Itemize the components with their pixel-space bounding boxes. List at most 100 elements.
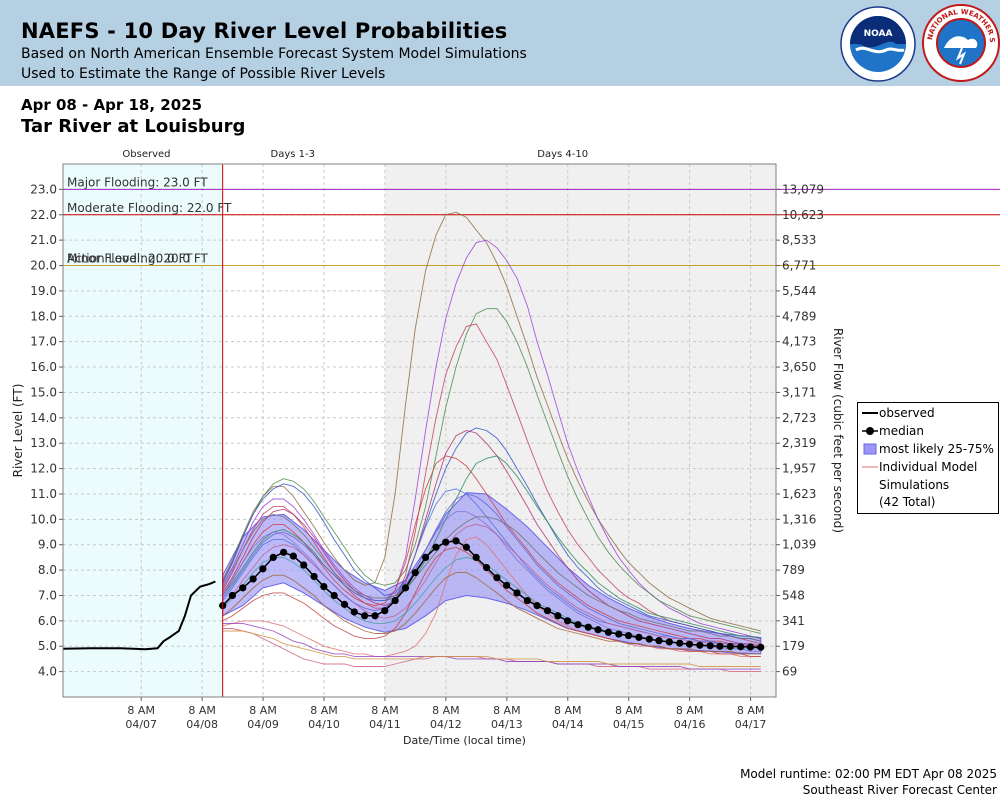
x-tick-date: 04/12	[430, 718, 462, 731]
y-tick-label: 14.0	[30, 411, 57, 425]
median-point	[421, 553, 430, 562]
x-tick-time: 8 AM	[493, 704, 521, 717]
x-tick-date: 04/16	[674, 718, 706, 731]
y-tick-label: 7.0	[38, 588, 57, 602]
median-point	[381, 607, 389, 615]
flood-thresholds: Major Flooding: 23.0 FT Moderate Flooding…	[63, 175, 1000, 267]
threshold-label-flood: Minor Flooding: 20.0 FT	[67, 252, 209, 266]
median-point	[310, 572, 318, 581]
model-runtime: Model runtime: 02:00 PM EDT Apr 08 2025	[740, 767, 997, 781]
period-label: Days 4-10	[537, 149, 588, 160]
median-point	[482, 563, 491, 572]
chart-labels: 4.0 5.0 6.0 7.0 8.0 9.0 10.0 11.0 12.0 13.0 14.0 15…	[11, 149, 845, 747]
x-tick-time: 8 AM	[554, 704, 582, 717]
y2-tick-label: 1,957	[782, 462, 816, 476]
threshold-label-major: Major Flooding: 23.0 FT	[67, 175, 208, 189]
median-point	[594, 626, 602, 634]
median-point	[320, 582, 328, 591]
median-point	[635, 633, 643, 641]
y2-axis-title: River Flow (cubic feet per second)	[831, 328, 845, 533]
model-simulation-line	[222, 308, 761, 634]
median-point	[371, 612, 379, 620]
forecast-center: Southeast River Forecast Center	[802, 783, 997, 797]
median-point	[523, 596, 531, 605]
y2-tick-label: 6,771	[782, 259, 816, 273]
median-point	[543, 607, 552, 615]
chart-grid	[63, 164, 776, 697]
median-point	[716, 642, 724, 650]
median-point	[442, 538, 450, 546]
x-tick-time: 8 AM	[737, 704, 765, 717]
median-point	[655, 637, 663, 645]
header-banner: NAEFS - 10 Day River Level Probabilities…	[0, 0, 1000, 86]
likely-range-icon	[863, 443, 877, 455]
model-simulation-line	[222, 513, 761, 642]
model-simulation-line	[222, 430, 761, 647]
y-tick-label: 11.0	[30, 487, 57, 501]
y2-tick-label: 5,544	[782, 284, 816, 298]
y2-tick-label: 4,789	[782, 309, 816, 323]
median-point	[757, 643, 765, 651]
median-point	[584, 623, 592, 631]
median-point	[574, 621, 582, 629]
y-tick-label: 23.0	[30, 182, 57, 196]
legend-label-individual-2: Simulations	[879, 478, 950, 492]
y-tick-label: 13.0	[30, 436, 57, 450]
legend-label-median: median	[879, 424, 924, 438]
station-name: Tar River at Louisburg	[21, 116, 246, 137]
y2-tick-label: 8,533	[782, 233, 816, 247]
median-point	[228, 591, 237, 600]
model-simulation-line	[222, 455, 761, 640]
period-label: Days 1-3	[271, 149, 315, 160]
median-point	[604, 628, 613, 636]
median-point	[249, 575, 257, 583]
y-axis-title: River Level (FT)	[11, 384, 25, 478]
x-tick-date: 04/11	[369, 718, 401, 731]
x-tick-time: 8 AM	[432, 704, 460, 717]
model-simulation-line	[222, 622, 761, 670]
plot-frame	[62, 163, 777, 698]
y2-tick-label: 179	[782, 639, 805, 653]
page-subtitle-1: Based on North American Ensemble Forecas…	[21, 46, 527, 62]
y-tick-label: 8.0	[38, 563, 57, 577]
median-point	[472, 553, 480, 562]
x-tick-time: 8 AM	[371, 704, 399, 717]
y-tick-label: 21.0	[30, 233, 57, 247]
x-tick-time: 8 AM	[127, 704, 155, 717]
x-tick-date: 04/14	[552, 718, 584, 731]
y-tick-label: 12.0	[30, 462, 57, 476]
chart-legend: observed median most likely 25-75% Indiv…	[857, 402, 999, 514]
median-point	[563, 617, 572, 625]
y2-tick-label: 548	[782, 588, 805, 602]
y-tick-label: 15.0	[30, 385, 57, 399]
legend-label-observed: observed	[879, 406, 935, 420]
y-tick-label: 19.0	[30, 284, 57, 298]
y2-tick-label: 3,650	[782, 360, 816, 374]
median-point	[696, 641, 704, 649]
y2-tick-label: 2,319	[782, 436, 816, 450]
median-point	[432, 543, 440, 551]
median-point	[493, 574, 501, 582]
y2-tick-label: 1,623	[782, 487, 816, 501]
legend-label-individual-1: Individual Model	[879, 460, 978, 474]
model-simulation-line	[222, 427, 761, 642]
x-tick-time: 8 AM	[615, 704, 643, 717]
individual-line-icon	[862, 466, 878, 468]
noaa-logo[interactable]: NOAA	[840, 6, 916, 82]
median-point	[746, 643, 755, 651]
y2-tick-label: 13,079	[782, 182, 824, 196]
y-tick-label: 18.0	[30, 309, 57, 323]
observed-series	[62, 580, 216, 651]
x-tick-date: 04/13	[491, 718, 523, 731]
median-point	[269, 553, 277, 562]
date-range: Apr 08 - Apr 18, 2025	[21, 96, 203, 114]
nws-logo[interactable]: NATIONAL WEATHER SERVICE	[922, 4, 1000, 82]
x-tick-date: 04/17	[735, 718, 767, 731]
median-point	[239, 584, 247, 592]
median-point	[401, 584, 410, 592]
x-tick-time: 8 AM	[249, 704, 277, 717]
model-simulation-line	[222, 211, 761, 632]
threshold-label-moderate: Moderate Flooding: 22.0 FT	[67, 201, 232, 215]
observed-line-icon	[862, 412, 878, 414]
